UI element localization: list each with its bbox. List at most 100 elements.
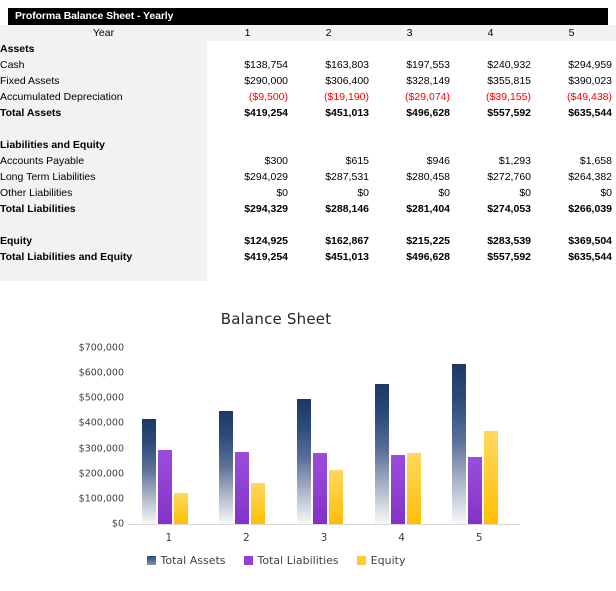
row-value-year-3 [369, 137, 450, 153]
y-axis-tick-label: $0 [111, 518, 124, 530]
table-row: Fixed Assets $290,000 $306,400 $328,149 $355… [0, 73, 616, 89]
row-value-year-4 [450, 137, 531, 153]
row-value-year-5 [531, 121, 612, 137]
row-value-year-2: $0 [288, 185, 369, 201]
balance-sheet-table: Year 1 2 3 4 5 Assets Cash $138,754 $163,803 $197,… [0, 25, 616, 281]
bar-equity-year-2[interactable] [251, 483, 266, 524]
row-value-year-5: $266,039 [531, 201, 612, 217]
row-value-year-1 [207, 41, 288, 57]
row-label: Accounts Payable [0, 153, 207, 169]
row-value-year-4: $557,592 [450, 105, 531, 121]
table-row: Total Liabilities $294,329 $288,146 $281,40… [0, 201, 616, 217]
row-pad [612, 153, 616, 169]
row-value-year-2: $451,013 [288, 105, 369, 121]
y-axis-tick-label: $100,000 [78, 493, 124, 505]
row-value-year-2: $287,531 [288, 169, 369, 185]
row-value-year-5: $390,023 [531, 73, 612, 89]
row-value-year-3: $328,149 [369, 73, 450, 89]
row-value-year-1: $290,000 [207, 73, 288, 89]
row-label: Cash [0, 57, 207, 73]
row-label: Equity [0, 233, 207, 249]
row-value-year-2 [288, 217, 369, 233]
row-value-year-1: $294,029 [207, 169, 288, 185]
chart-title: Balance Sheet [220, 310, 332, 328]
row-label: Liabilities and Equity [0, 137, 207, 153]
bar-total-liabilities-year-2[interactable] [235, 451, 250, 524]
balance-sheet-chart: Balance Sheet $0 $100,000 $200,000 $300,000… [20, 298, 532, 586]
legend-item-total-liabilities[interactable]: Total Liabilities [243, 554, 339, 567]
row-label: Assets [0, 41, 207, 57]
table-header-year-3: 3 [369, 25, 450, 41]
x-axis-tick-label: 4 [398, 532, 405, 544]
report-title-bar: Proforma Balance Sheet - Yearly [8, 8, 608, 25]
row-value-year-1 [207, 217, 288, 233]
bar-equity-year-1[interactable] [173, 492, 188, 524]
row-value-year-1: $419,254 [207, 249, 288, 265]
row-value-year-5: $1,658 [531, 153, 612, 169]
bar-total-assets-year-3[interactable] [297, 399, 311, 524]
row-pad [612, 169, 616, 185]
row-value-year-4 [450, 41, 531, 57]
bar-total-assets-year-1[interactable] [141, 418, 156, 524]
x-axis-tick-label: 5 [475, 532, 483, 544]
row-label: Long Term Liabilities [0, 169, 207, 185]
row-pad [612, 201, 616, 217]
y-axis-tick-label: $700,000 [78, 342, 124, 354]
row-value-year-2: $451,013 [288, 249, 369, 265]
row-label: Other Liabilities [0, 185, 207, 201]
row-value-year-5: ($49,438) [531, 89, 612, 105]
y-axis-tick-label: $600,000 [78, 367, 124, 379]
y-axis-tick-label: $400,000 [78, 417, 124, 429]
table-row: Accumulated Depreciation ($9,500) ($19,190… [0, 89, 616, 105]
row-value-year-3: $281,404 [369, 201, 450, 217]
row-value-year-1 [207, 121, 288, 137]
legend-label: Equity [370, 554, 406, 567]
row-value-year-1 [207, 137, 288, 153]
y-axis-tick-label: $500,000 [78, 392, 124, 404]
row-value-year-1: $300 [207, 153, 288, 169]
table-row: Cash $138,754 $163,803 $197,553 $240,932 $294… [0, 57, 616, 73]
row-value-year-1: $138,754 [207, 57, 288, 73]
row-value-year-5 [531, 41, 612, 57]
row-pad [612, 185, 616, 201]
legend-label: Total Assets [160, 554, 226, 567]
chart-y-axis: $0 $100,000 $200,000 $300,000 $400,000 $500,0… [20, 298, 124, 586]
row-value-year-5 [531, 217, 612, 233]
bar-total-assets-year-5[interactable] [452, 364, 467, 524]
bar-total-liabilities-year-3[interactable] [313, 453, 327, 524]
row-value-year-2 [288, 137, 369, 153]
row-value-year-4: $1,293 [450, 153, 531, 169]
row-pad [612, 217, 616, 233]
legend-item-total-assets[interactable]: Total Assets [146, 554, 226, 567]
row-label: Total Liabilities and Equity [0, 249, 207, 265]
row-value-year-2: ($19,190) [288, 89, 369, 105]
balance-sheet-table-body: Year 1 2 3 4 5 Assets Cash $138,754 $163,803 $197,… [0, 25, 616, 281]
table-bottom-pad [0, 265, 207, 281]
table-row [0, 217, 616, 233]
bar-total-assets-year-2[interactable] [219, 410, 234, 524]
row-value-year-3: $496,628 [369, 105, 450, 121]
row-value-year-3 [369, 217, 450, 233]
row-value-year-4: $283,539 [450, 233, 531, 249]
row-value-year-3: $215,225 [369, 233, 450, 249]
bar-total-liabilities-year-1[interactable] [157, 450, 172, 524]
table-header-year-2: 2 [288, 25, 369, 41]
row-value-year-3: $197,553 [369, 57, 450, 73]
chart-baseline [128, 524, 520, 525]
row-value-year-2 [288, 121, 369, 137]
bar-total-liabilities-year-4[interactable] [390, 455, 405, 524]
row-value-year-2: $306,400 [288, 73, 369, 89]
bar-equity-year-4[interactable] [406, 452, 421, 524]
bar-equity-year-3[interactable] [329, 469, 343, 524]
table-row: Equity $124,925 $162,867 $215,225 $283,539 $3… [0, 233, 616, 249]
row-value-year-5: $294,959 [531, 57, 612, 73]
table-row: Total Liabilities and Equity $419,254 $451… [0, 249, 616, 265]
bar-total-assets-year-4[interactable] [374, 383, 389, 524]
table-header-year-4: 4 [450, 25, 531, 41]
x-axis-tick-label: 2 [243, 532, 250, 544]
bar-total-liabilities-year-5[interactable] [468, 457, 483, 524]
legend-item-equity[interactable]: Equity [356, 554, 406, 567]
bar-equity-year-5[interactable] [484, 431, 499, 524]
row-value-year-3: $946 [369, 153, 450, 169]
row-value-year-2: $615 [288, 153, 369, 169]
